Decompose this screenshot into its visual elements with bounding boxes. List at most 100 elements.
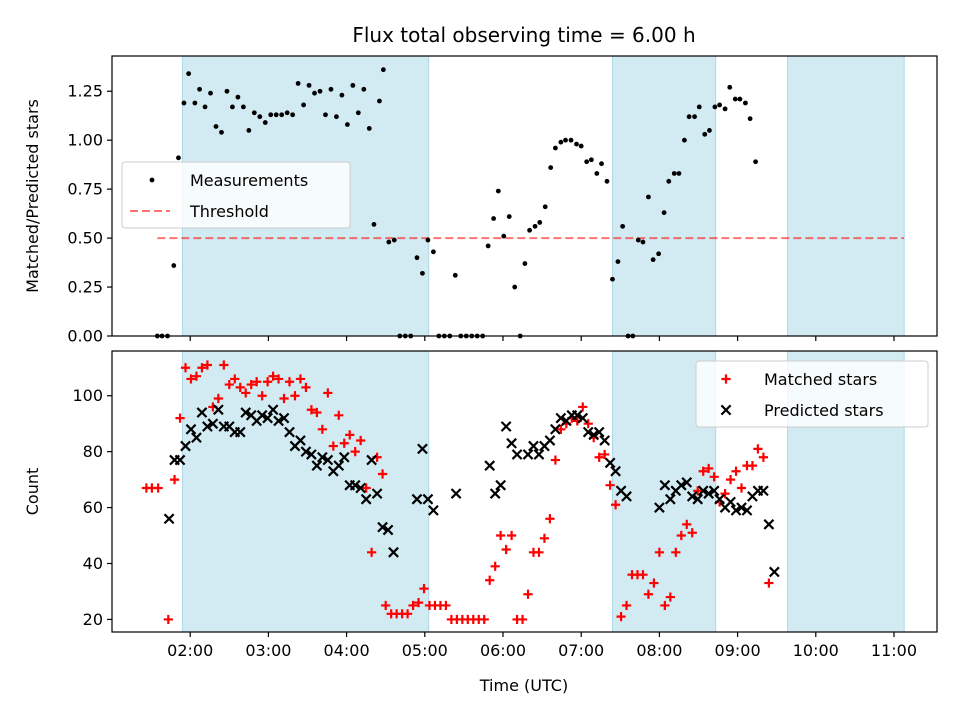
- data-point: [230, 374, 240, 384]
- data-point: [615, 259, 621, 264]
- data-point: [371, 488, 383, 499]
- shaded-interval: [787, 55, 905, 337]
- y-axis-label: Count: [23, 468, 42, 516]
- data-point: [732, 96, 738, 102]
- data-point: [180, 363, 191, 373]
- data-point: [212, 404, 224, 416]
- data-point: [380, 67, 386, 73]
- x-axis-label: Time (UTC): [479, 676, 568, 695]
- data-point: [262, 412, 273, 424]
- data-point: [479, 614, 489, 625]
- data-point: [234, 426, 246, 438]
- data-point: [604, 178, 610, 184]
- data-point: [213, 393, 223, 404]
- data-point: [301, 102, 306, 108]
- data-point: [763, 518, 775, 530]
- data-point: [419, 584, 429, 594]
- data-point: [621, 491, 632, 502]
- data-point: [506, 530, 517, 541]
- data-point: [698, 466, 708, 476]
- data-point: [422, 493, 434, 505]
- data-point: [224, 379, 234, 390]
- data-point: [163, 513, 175, 525]
- legend-frame: [695, 360, 929, 428]
- data-point: [747, 116, 753, 122]
- data-point: [345, 430, 355, 440]
- data-point: [268, 112, 274, 118]
- data-point: [620, 223, 626, 229]
- x-tick-label: 06:00: [480, 641, 526, 660]
- data-point: [268, 371, 278, 381]
- data-point: [671, 171, 677, 176]
- data-point: [599, 161, 604, 167]
- data-point: [185, 423, 197, 435]
- data-point: [366, 126, 372, 131]
- data-point: [338, 451, 350, 463]
- data-point: [219, 129, 224, 135]
- shaded-interval: [611, 55, 717, 337]
- data-point: [251, 110, 257, 116]
- chart-title: Flux total observing time = 6.00 h: [352, 23, 695, 47]
- data-point: [312, 407, 322, 418]
- data-point: [731, 466, 741, 476]
- data-point: [430, 249, 436, 255]
- data-point: [485, 575, 495, 585]
- data-point: [542, 204, 548, 210]
- data-point: [413, 598, 424, 608]
- data-point: [323, 388, 333, 398]
- data-point: [532, 223, 538, 229]
- data-point: [584, 159, 590, 165]
- data-point: [333, 460, 345, 472]
- data-point: [534, 547, 544, 557]
- data-point: [523, 589, 533, 599]
- data-point: [506, 437, 517, 449]
- data-point: [676, 530, 686, 541]
- data-point: [687, 528, 697, 538]
- data-point: [153, 483, 163, 493]
- data-point: [202, 360, 213, 370]
- data-point: [252, 377, 262, 387]
- data-point: [649, 578, 659, 588]
- data-point: [278, 412, 290, 424]
- data-point: [295, 374, 306, 384]
- data-point: [693, 486, 703, 496]
- data-point: [197, 363, 207, 373]
- data-point: [339, 92, 345, 98]
- data-point: [495, 188, 501, 194]
- data-point: [686, 114, 692, 120]
- data-point: [360, 493, 372, 505]
- data-point: [450, 488, 462, 499]
- data-point: [654, 502, 665, 513]
- data-point: [545, 514, 555, 524]
- data-point: [753, 444, 763, 454]
- series-measurements: [154, 67, 758, 339]
- data-point: [489, 488, 501, 499]
- data-point: [610, 276, 615, 282]
- data-point: [640, 239, 646, 245]
- data-point: [563, 137, 568, 143]
- data-point: [284, 377, 295, 387]
- data-point: [202, 421, 213, 432]
- data-point: [558, 139, 564, 145]
- data-point: [334, 410, 344, 420]
- x-tick-label: 04:00: [324, 641, 370, 660]
- data-point: [537, 220, 543, 225]
- data-point: [339, 438, 349, 448]
- data-point: [610, 465, 621, 477]
- data-point: [539, 533, 550, 543]
- data-point: [208, 90, 213, 96]
- data-point: [737, 96, 743, 102]
- data-point: [635, 237, 641, 243]
- data-point: [495, 479, 507, 491]
- data-point: [317, 88, 323, 94]
- data-point: [758, 485, 769, 497]
- data-point: [196, 407, 208, 418]
- data-point: [485, 243, 491, 249]
- data-point: [186, 374, 196, 384]
- data-point: [361, 86, 367, 92]
- top-panel: 0.00 0.25 0.50 0.75 1.00 1.25 Matched/Predicte…: [23, 55, 938, 346]
- data-point: [174, 454, 186, 466]
- data-point: [361, 483, 371, 493]
- data-point: [621, 600, 632, 611]
- data-point: [556, 424, 566, 434]
